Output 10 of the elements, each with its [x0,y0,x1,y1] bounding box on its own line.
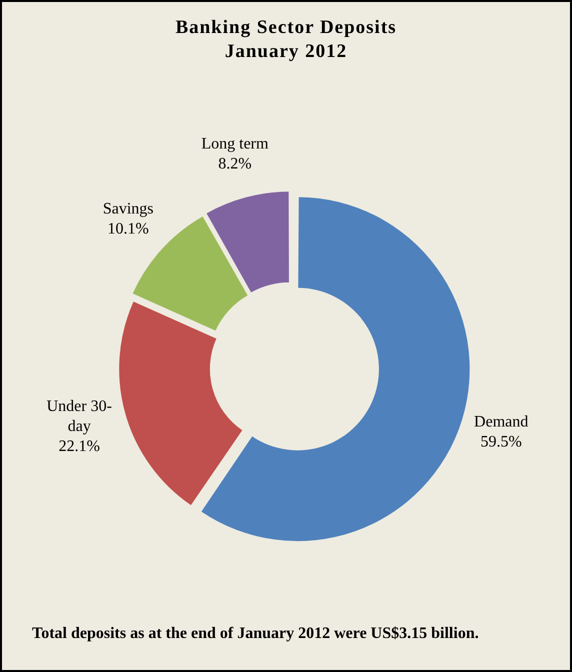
text: Total deposits as at the end of January 2012 were US$3.15 billion. [32,624,480,644]
chart-title: Banking Sector Deposits January 2012 [174,16,398,64]
slice-label: Savings [102,200,154,218]
data-label: 59.5% [480,433,522,450]
data-label: 22.1% [58,438,100,455]
data-label: 8.2% [218,155,252,172]
slice-label: Long term [201,135,269,152]
data-label: 10.1% [107,220,149,238]
slice-label: Demand [474,413,528,430]
slice-label: Under 30-day [46,398,112,435]
